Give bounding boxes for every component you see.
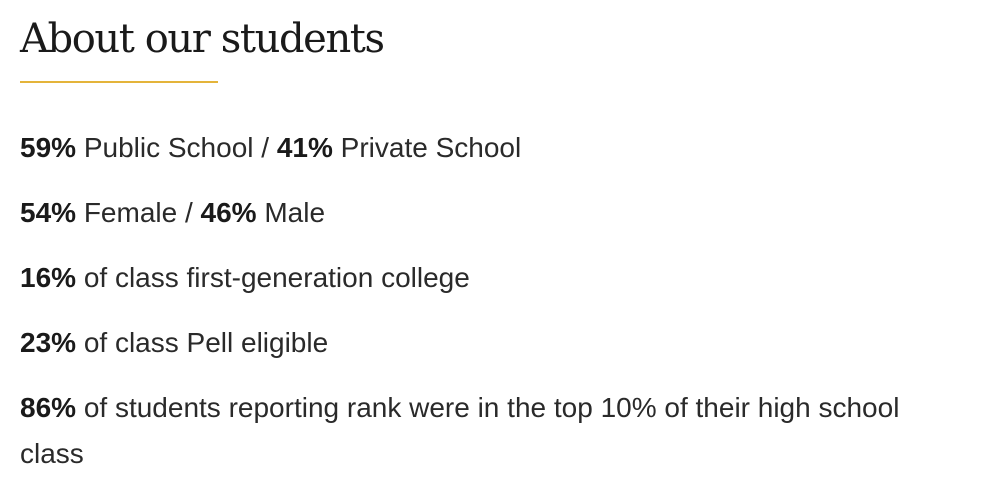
- private-school-label: Private School: [332, 132, 522, 163]
- pell-eligible-percent: 23%: [20, 327, 77, 358]
- fact-first-generation: 16% of class first-generation college: [20, 255, 920, 301]
- male-label: Male: [256, 197, 326, 228]
- pell-eligible-label: of class Pell eligible: [76, 327, 329, 358]
- female-label: Female /: [76, 197, 201, 228]
- first-generation-label: of class first-generation college: [76, 262, 470, 293]
- fact-pell-eligible: 23% of class Pell eligible: [20, 320, 920, 366]
- first-generation-percent: 16%: [20, 262, 77, 293]
- fact-school-type: 59% Public School / 41% Private School: [20, 125, 920, 171]
- private-school-percent: 41%: [276, 132, 333, 163]
- section-title: About our students: [20, 16, 385, 62]
- public-school-label: Public School /: [76, 132, 277, 163]
- student-facts-list: 59% Public School / 41% Private School 5…: [20, 125, 980, 477]
- female-percent: 54%: [20, 197, 77, 228]
- top-ten-percent-rank-label: of students reporting rank were in the t…: [20, 392, 900, 469]
- male-percent: 46%: [200, 197, 257, 228]
- public-school-percent: 59%: [20, 132, 77, 163]
- fact-class-rank: 86% of students reporting rank were in t…: [20, 385, 920, 477]
- about-students-section: About our students 59% Public School / 4…: [20, 0, 980, 496]
- title-underline-divider: [20, 81, 218, 83]
- top-ten-percent-rank-percent: 86%: [20, 392, 77, 423]
- fact-gender: 54% Female / 46% Male: [20, 190, 920, 236]
